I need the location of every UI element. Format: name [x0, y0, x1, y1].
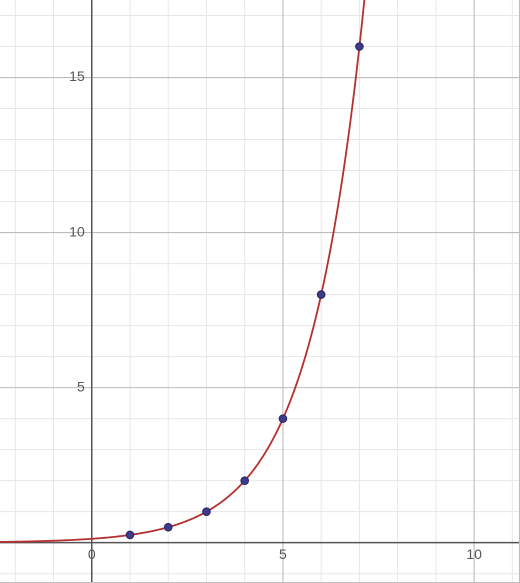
tick-label: 5	[279, 546, 287, 562]
major-grid	[0, 0, 520, 583]
data-point	[279, 415, 287, 423]
tick-label: 15	[69, 68, 85, 84]
tick-label: 10	[69, 223, 85, 239]
curve	[0, 0, 373, 542]
tick-labels: 0 5 10 5 10 15	[69, 68, 482, 562]
tick-label: 0	[88, 546, 96, 562]
data-point	[317, 291, 325, 299]
tick-label: 10	[466, 546, 482, 562]
data-point	[356, 43, 364, 51]
exponential-chart: 0 5 10 5 10 15	[0, 0, 520, 583]
data-point	[126, 531, 134, 539]
data-point	[164, 523, 172, 531]
tick-label: 5	[77, 378, 85, 394]
minor-grid	[0, 0, 520, 583]
data-point	[241, 477, 249, 485]
data-point	[203, 508, 211, 516]
